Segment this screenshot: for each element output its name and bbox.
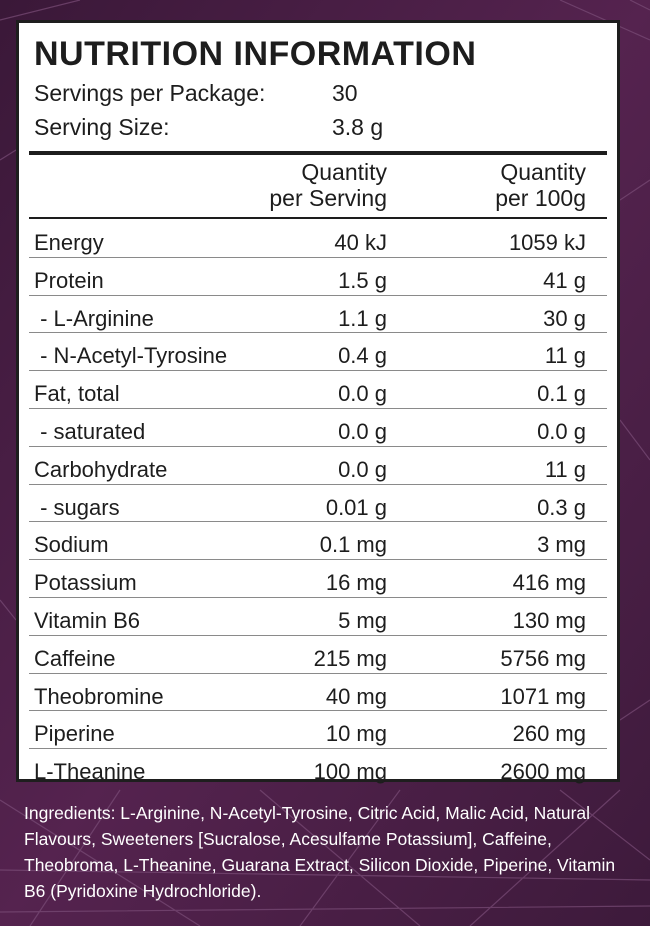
- column-header-divider: [29, 217, 607, 219]
- ingredients-text: Ingredients: L-Arginine, N-Acetyl-Tyrosi…: [24, 803, 616, 901]
- nutrient-row: Caffeine 215 mg 5756 mg: [19, 634, 617, 673]
- nutrient-row: Vitamin B6 5 mg 130 mg: [19, 596, 617, 635]
- per-100g-value: 41 g: [543, 267, 586, 293]
- serving-size-label: Serving Size:: [34, 114, 170, 140]
- per-100g-value: 416 mg: [512, 570, 586, 596]
- per-serving-value: 16 mg: [325, 570, 387, 596]
- nutrient-row: Carbohydrate 0.0 g 11 g: [19, 445, 617, 484]
- per-100g-value: 5756 mg: [500, 645, 586, 671]
- serving-size: Serving Size: 3.8 g: [34, 114, 383, 141]
- nutrient-row: Sodium 0.1 mg 3 mg: [19, 521, 617, 559]
- nutrient-name: Energy: [34, 230, 104, 255]
- nutrition-panel: NUTRITION INFORMATION Servings per Packa…: [16, 20, 620, 784]
- per-serving-value: 40 kJ: [334, 230, 387, 255]
- nutrient-name: - L-Arginine: [34, 305, 154, 331]
- nutrient-row: - saturated 0.0 g 0.0 g: [19, 407, 617, 446]
- header-divider: [29, 151, 607, 155]
- per-serving-value: 1.5 g: [338, 267, 387, 293]
- per-100g-value: 3 mg: [537, 532, 586, 558]
- per-100g-value: 0.0 g: [537, 418, 586, 444]
- nutrient-name: - N-Acetyl-Tyrosine: [34, 343, 228, 369]
- column-header-per-100g: Quantity per 100g: [495, 159, 586, 211]
- per-100g-value: 0.1 g: [537, 381, 586, 407]
- per-serving-value: 40 mg: [325, 683, 387, 709]
- per-serving-value: 215 mg: [313, 645, 387, 671]
- nutrient-name: Caffeine: [34, 645, 116, 671]
- nutrient-row: L-Theanine 100 mg 2600 mg: [19, 748, 617, 786]
- per-serving-value: 0.4 g: [338, 343, 387, 369]
- per-100g-value: 1059 kJ: [508, 230, 586, 255]
- nutrient-name: Carbohydrate: [34, 456, 168, 482]
- nutrient-name: Protein: [34, 267, 104, 293]
- per-serving-value: 100 mg: [313, 759, 387, 785]
- per-100g-value: 0.3 g: [537, 494, 586, 520]
- servings-label: Servings per Package:: [34, 80, 266, 106]
- nutrient-name: - saturated: [34, 418, 146, 444]
- nutrient-row: Protein 1.5 g 41 g: [19, 256, 617, 295]
- nutrient-row: - sugars 0.01 g 0.3 g: [19, 483, 617, 522]
- nutrient-row: Piperine 10 mg 260 mg: [19, 710, 617, 748]
- servings-per-package: Servings per Package: 30: [34, 80, 358, 107]
- nutrient-name: Theobromine: [34, 683, 164, 709]
- per-serving-value: 5 mg: [338, 607, 387, 633]
- servings-value: 30: [332, 80, 358, 106]
- nutrient-row: Theobromine 40 mg 1071 mg: [19, 672, 617, 711]
- per-100g-value: 30 g: [543, 305, 586, 331]
- nutrient-row: - L-Arginine 1.1 g 30 g: [19, 294, 617, 333]
- nutrient-name: - sugars: [34, 494, 120, 520]
- nutrient-row: Potassium 16 mg 416 mg: [19, 559, 617, 597]
- per-100g-value: 11 g: [544, 343, 586, 369]
- nutrient-row: - N-Acetyl-Tyrosine 0.4 g 11 g: [19, 332, 617, 370]
- column-header-per-serving: Quantity per Serving: [269, 159, 387, 211]
- per-serving-value: 10 mg: [325, 721, 387, 747]
- serving-size-value: 3.8 g: [332, 114, 384, 140]
- nutrient-row: Energy 40 kJ 1059 kJ: [19, 219, 617, 257]
- per-100g-value: 2600 mg: [500, 759, 586, 785]
- per-100g-value: 1071 mg: [500, 683, 586, 709]
- nutrient-row: Fat, total 0.0 g 0.1 g: [19, 370, 617, 408]
- per-serving-value: 1.1 g: [338, 305, 387, 331]
- per-serving-value: 0.01 g: [325, 494, 387, 520]
- nutrient-rows: Energy 40 kJ 1059 kJ Protein 1.5 g 41 g - L-A…: [19, 219, 617, 786]
- nutrient-name: Sodium: [34, 532, 109, 558]
- panel-title: NUTRITION INFORMATION: [34, 35, 477, 73]
- per-100g-value: 260 mg: [512, 721, 586, 747]
- per-serving-value: 0.0 g: [338, 456, 387, 482]
- per-serving-value: 0.0 g: [338, 418, 387, 444]
- per-100g-value: 130 mg: [512, 607, 586, 633]
- per-serving-value: 0.1 mg: [319, 532, 387, 558]
- nutrient-name: L-Theanine: [34, 759, 146, 785]
- nutrient-name: Piperine: [34, 721, 115, 747]
- nutrient-name: Fat, total: [34, 381, 120, 407]
- nutrient-name: Vitamin B6: [34, 607, 140, 633]
- per-100g-value: 11 g: [544, 456, 586, 482]
- per-serving-value: 0.0 g: [338, 381, 387, 407]
- nutrient-name: Potassium: [34, 570, 137, 596]
